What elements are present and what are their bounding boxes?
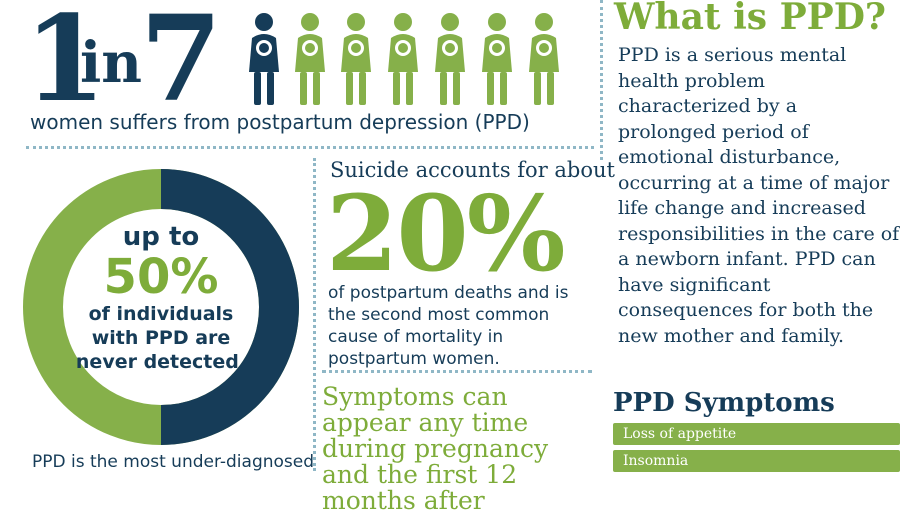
mother-icon-green — [529, 13, 559, 105]
mother-icon-green — [341, 13, 371, 105]
what-is-ppd-title: What is PPD? — [614, 0, 887, 38]
donut-navy-half — [160, 169, 299, 445]
headline-in: in — [80, 30, 142, 96]
divider-vertical-right — [600, 0, 603, 160]
donut-line1: up to — [122, 222, 200, 252]
donut-line3: with PPD are — [91, 327, 231, 349]
mother-icon-green — [435, 13, 465, 105]
headline-seven: 7 — [140, 0, 223, 128]
what-is-ppd-body: PPD is a serious mental health problem c… — [618, 44, 900, 347]
mother-icon-green — [482, 13, 512, 105]
divider-vertical-middle — [313, 158, 316, 471]
symptoms-timing: Symptoms can appear any time during preg… — [322, 382, 549, 515]
divider-middle — [322, 370, 592, 373]
suicide-description: of postpartum deaths and is the second m… — [328, 283, 569, 369]
symptoms-title: PPD Symptoms — [613, 388, 835, 418]
headline-subtitle: women suffers from postpartum depression… — [30, 110, 530, 134]
donut-line2: of individuals — [88, 303, 234, 325]
mother-icon-green — [388, 13, 418, 105]
donut-line4: never detected. — [75, 351, 247, 373]
mother-icon-green — [295, 13, 325, 105]
underdiagnosed-text: PPD is the most under-diagnosed — [32, 452, 315, 472]
donut-label: up to 50% of individuals with PPD are ne… — [40, 222, 282, 374]
donut-chart — [23, 169, 299, 445]
suicide-percent: 20% — [326, 172, 566, 295]
mother-icon-navy — [249, 13, 279, 105]
donut-percent: 50% — [103, 249, 219, 305]
symptom-item: Loss of appetite — [613, 423, 900, 445]
divider-top-left — [26, 146, 594, 149]
suicide-intro: Suicide accounts for about — [330, 158, 615, 182]
headline-one: 1 — [24, 0, 106, 128]
symptom-item: Insomnia — [613, 450, 900, 472]
mother-figures-illustration — [249, 13, 559, 105]
